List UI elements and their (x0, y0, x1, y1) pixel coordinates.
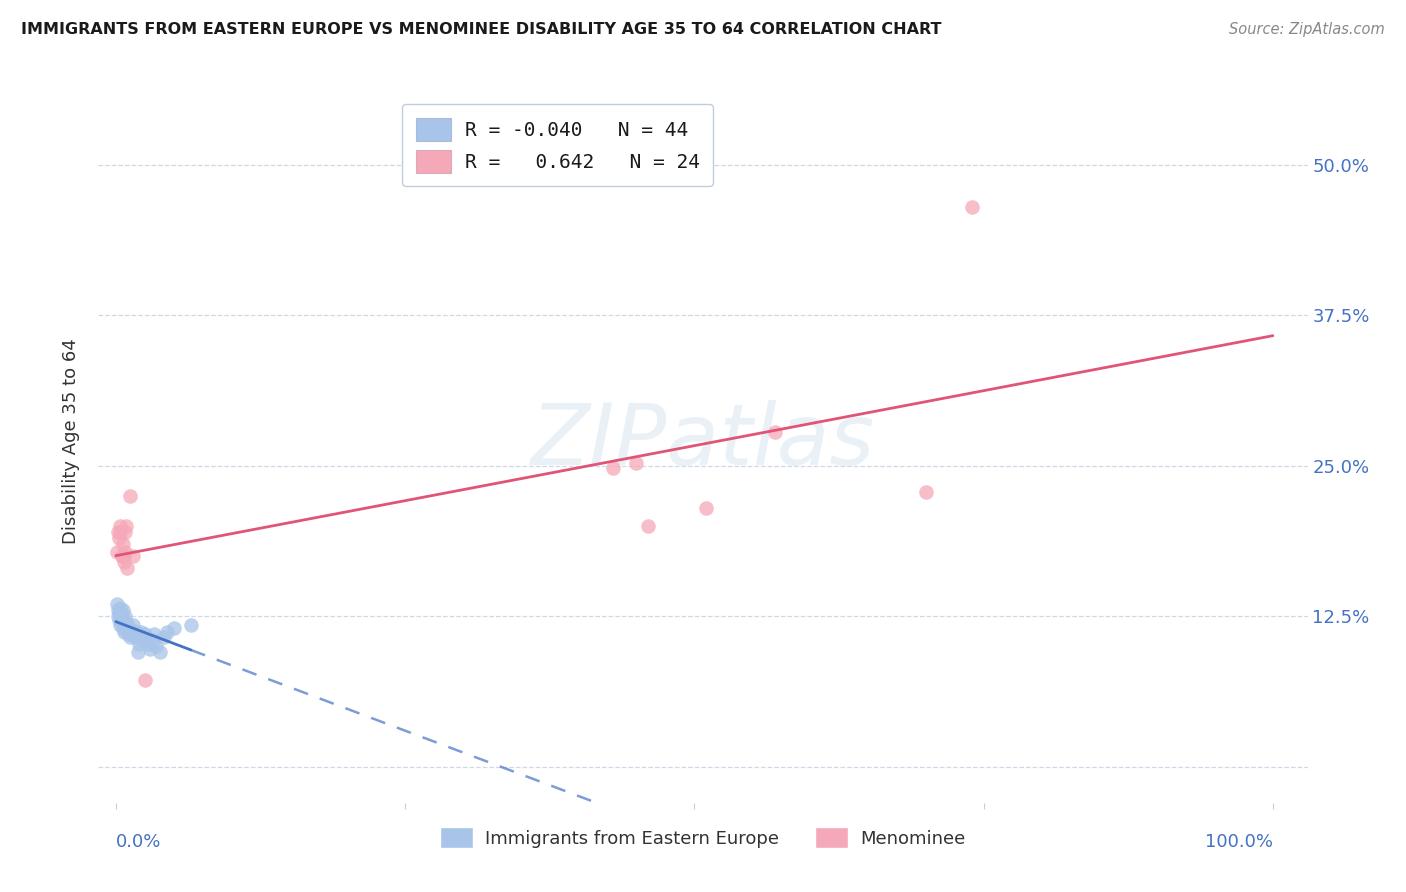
Point (110, 600, 132, 615)
Text: ZIPatlas: ZIPatlas (531, 400, 875, 483)
Point (117, 624, 139, 639)
Point (108, 531, 131, 545)
Point (107, 609, 129, 624)
Point (142, 633, 165, 648)
Point (149, 645, 172, 659)
Point (111, 537, 134, 551)
Point (156, 624, 179, 639)
Point (914, 485, 936, 500)
Point (105, 545, 128, 559)
Point (134, 673, 156, 687)
Point (110, 524, 132, 539)
Point (117, 561, 139, 575)
Point (114, 617, 136, 632)
Point (107, 524, 129, 539)
Text: 100.0%: 100.0% (1205, 833, 1272, 851)
Point (125, 624, 148, 639)
Point (118, 630, 141, 644)
Point (637, 518, 659, 533)
Point (124, 624, 146, 638)
Point (112, 624, 135, 639)
Point (131, 633, 153, 648)
Point (122, 617, 145, 632)
Point (124, 630, 146, 644)
Point (695, 500, 717, 515)
Text: IMMIGRANTS FROM EASTERN EUROPE VS MENOMINEE DISABILITY AGE 35 TO 64 CORRELATION : IMMIGRANTS FROM EASTERN EUROPE VS MENOMI… (21, 22, 942, 37)
Point (145, 639, 167, 653)
Point (626, 456, 648, 470)
Point (129, 624, 152, 639)
Point (112, 555, 135, 569)
Point (763, 425, 786, 439)
Point (127, 645, 149, 659)
Point (136, 637, 159, 651)
Point (602, 461, 624, 475)
Point (117, 627, 139, 641)
Point (111, 603, 134, 617)
Point (108, 606, 131, 620)
Point (112, 613, 135, 627)
Point (108, 613, 131, 627)
Point (110, 615, 132, 630)
Point (114, 609, 136, 624)
Legend: Immigrants from Eastern Europe, Menominee: Immigrants from Eastern Europe, Menomine… (433, 820, 973, 855)
Point (115, 518, 138, 533)
Point (105, 597, 128, 611)
Point (110, 609, 132, 624)
Point (110, 549, 132, 563)
Point (960, 200, 983, 214)
Point (111, 621, 134, 635)
Point (162, 621, 184, 635)
Point (122, 549, 145, 563)
Point (114, 545, 136, 559)
Point (180, 617, 202, 632)
Point (120, 624, 142, 639)
Text: 0.0%: 0.0% (115, 833, 162, 851)
Point (121, 627, 143, 641)
Point (134, 627, 156, 641)
Point (143, 627, 166, 641)
Point (153, 630, 176, 644)
Point (115, 621, 138, 635)
Point (110, 617, 132, 632)
Point (129, 630, 152, 644)
Point (118, 489, 141, 503)
Point (117, 617, 139, 632)
Point (110, 549, 132, 563)
Point (117, 621, 139, 635)
Y-axis label: Disability Age 35 to 64: Disability Age 35 to 64 (62, 339, 80, 544)
Point (115, 615, 138, 630)
Text: Source: ZipAtlas.com: Source: ZipAtlas.com (1229, 22, 1385, 37)
Point (128, 637, 150, 651)
Point (112, 549, 135, 563)
Point (110, 518, 132, 533)
Point (114, 524, 136, 539)
Point (107, 603, 129, 617)
Point (139, 641, 162, 656)
